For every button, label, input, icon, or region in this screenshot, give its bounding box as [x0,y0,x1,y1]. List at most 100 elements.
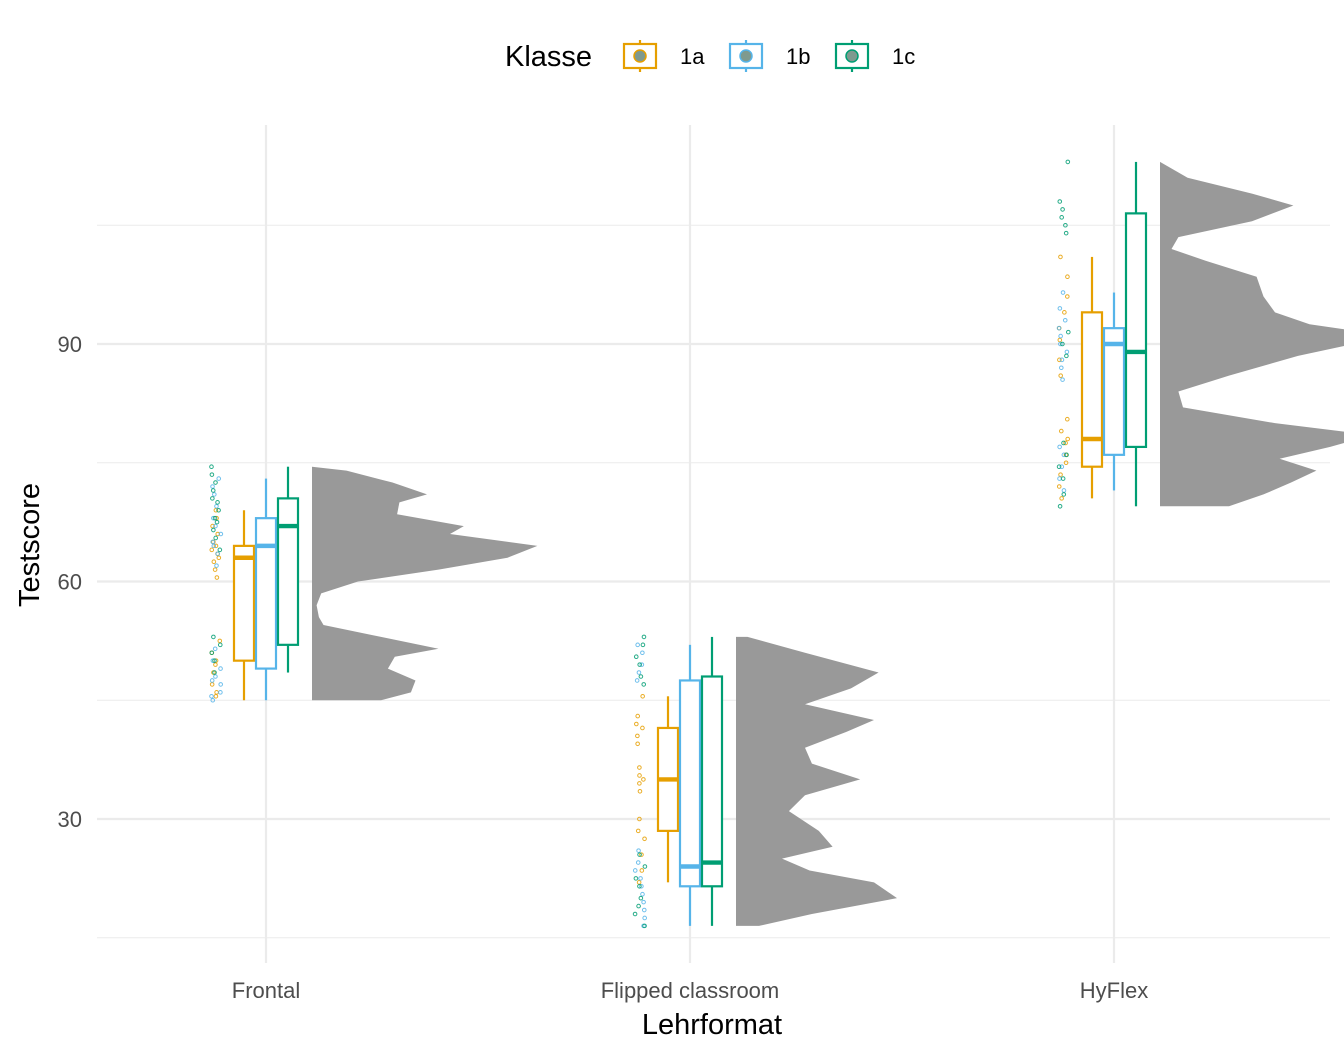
boxplot-1a [656,696,680,883]
boxplot-1a [1080,256,1104,499]
data-point-1c [638,895,644,901]
data-point-1b [640,891,645,897]
data-point-1c [632,911,638,917]
data-point-1a [214,690,219,695]
data-point-1c [1063,222,1068,228]
boxplot-1b [254,478,278,701]
data-point-1b [215,551,221,557]
boxplot-1c [1124,161,1148,507]
data-point-1b [1064,349,1070,355]
data-point-1b [640,650,645,656]
data-point-1c [210,488,216,493]
data-point-1b [212,646,218,652]
data-point-1c [1057,199,1063,204]
data-point-1a [1065,294,1070,299]
data-point-1a [640,725,645,731]
data-point-1b [635,860,641,865]
data-point-1a [1056,484,1062,489]
data-point-1c [209,464,214,470]
box [254,517,278,670]
legend: Klasse 1a 1b 1c [505,40,915,73]
legend-key-point [845,49,859,63]
grid [97,125,1330,963]
data-point-1a [1065,274,1070,280]
data-point-1a [635,733,640,739]
data-point-1c [1064,452,1069,458]
data-point-1b [636,670,642,675]
data-point-1a [1062,310,1067,315]
density-flipped-classroom [736,636,897,926]
data-point-1b [210,658,216,663]
data-point-1a [1065,416,1070,422]
data-point-1c [642,864,648,869]
data-point-1c [217,642,223,648]
data-point-1c [1061,440,1066,446]
data-point-1a [1063,440,1068,446]
box [1080,311,1104,468]
data-point-1c [1057,503,1063,509]
data-point-1b [210,697,216,703]
boxplot-layer [232,161,1148,926]
data-point-1c [211,527,216,533]
data-point-1b [214,503,219,509]
data-point-1b [213,523,218,529]
y-tick-label: 30 [58,807,82,832]
data-point-1a [635,828,641,834]
y-axis-title: Testscore [14,483,46,607]
data-point-1a [637,788,643,794]
legend-title: Klasse [505,41,592,73]
y-axis-ticks: 30 60 90 [58,332,82,832]
data-point-1b [641,899,646,905]
data-point-1b [218,682,223,687]
data-point-1b [638,876,643,881]
data-point-1b [1058,341,1063,347]
data-point-1b [1057,476,1062,481]
data-point-1a [635,713,641,719]
data-point-1b [1059,464,1065,470]
data-point-1b [634,678,640,683]
data-point-1c [212,515,218,521]
data-point-1a [1058,472,1063,477]
data-point-1a [635,741,640,747]
data-point-1c [213,535,219,541]
data-point-1b [213,674,218,679]
data-point-1c [1059,215,1064,220]
data-point-1c [1066,329,1071,335]
data-point-1a [640,693,645,699]
data-point-1c [636,903,641,909]
data-point-1c [1056,464,1062,470]
data-point-1c [1065,159,1071,165]
data-point-1b [218,666,223,671]
data-point-1a [1058,428,1064,434]
data-point-1a [641,777,646,782]
data-point-1b [1062,317,1068,323]
x-axis-title: Lehrformat [642,1009,782,1041]
data-point-1a [639,868,645,873]
data-point-1a [637,816,642,822]
data-point-1b [216,476,222,481]
data-point-1a [636,880,642,885]
legend-key-point [739,49,753,63]
data-point-1c [1060,476,1066,481]
data-point-1b [1061,488,1067,493]
data-point-1b [211,543,217,549]
data-point-1c [209,650,215,656]
data-point-1c [217,547,223,553]
data-point-1b [1061,452,1067,458]
legend-item-1a: 1a [622,40,705,72]
boxplot-1c [700,636,724,926]
data-point-1c [1064,353,1069,359]
data-point-1b [1059,357,1065,363]
data-point-1b [209,678,215,683]
legend-label: 1b [786,44,810,69]
data-point-1c [213,480,218,485]
data-point-1c [1063,230,1069,236]
data-point-1a [1057,337,1063,343]
data-point-1a [209,682,215,687]
data-point-1b [642,915,647,921]
legend-key-point [633,49,647,63]
legend-item-1c: 1c [834,40,915,72]
x-tick-label: Frontal [232,978,300,1003]
data-point-1a [1059,496,1064,501]
